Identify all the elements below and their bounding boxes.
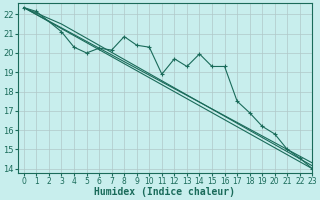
X-axis label: Humidex (Indice chaleur): Humidex (Indice chaleur) <box>94 187 236 197</box>
